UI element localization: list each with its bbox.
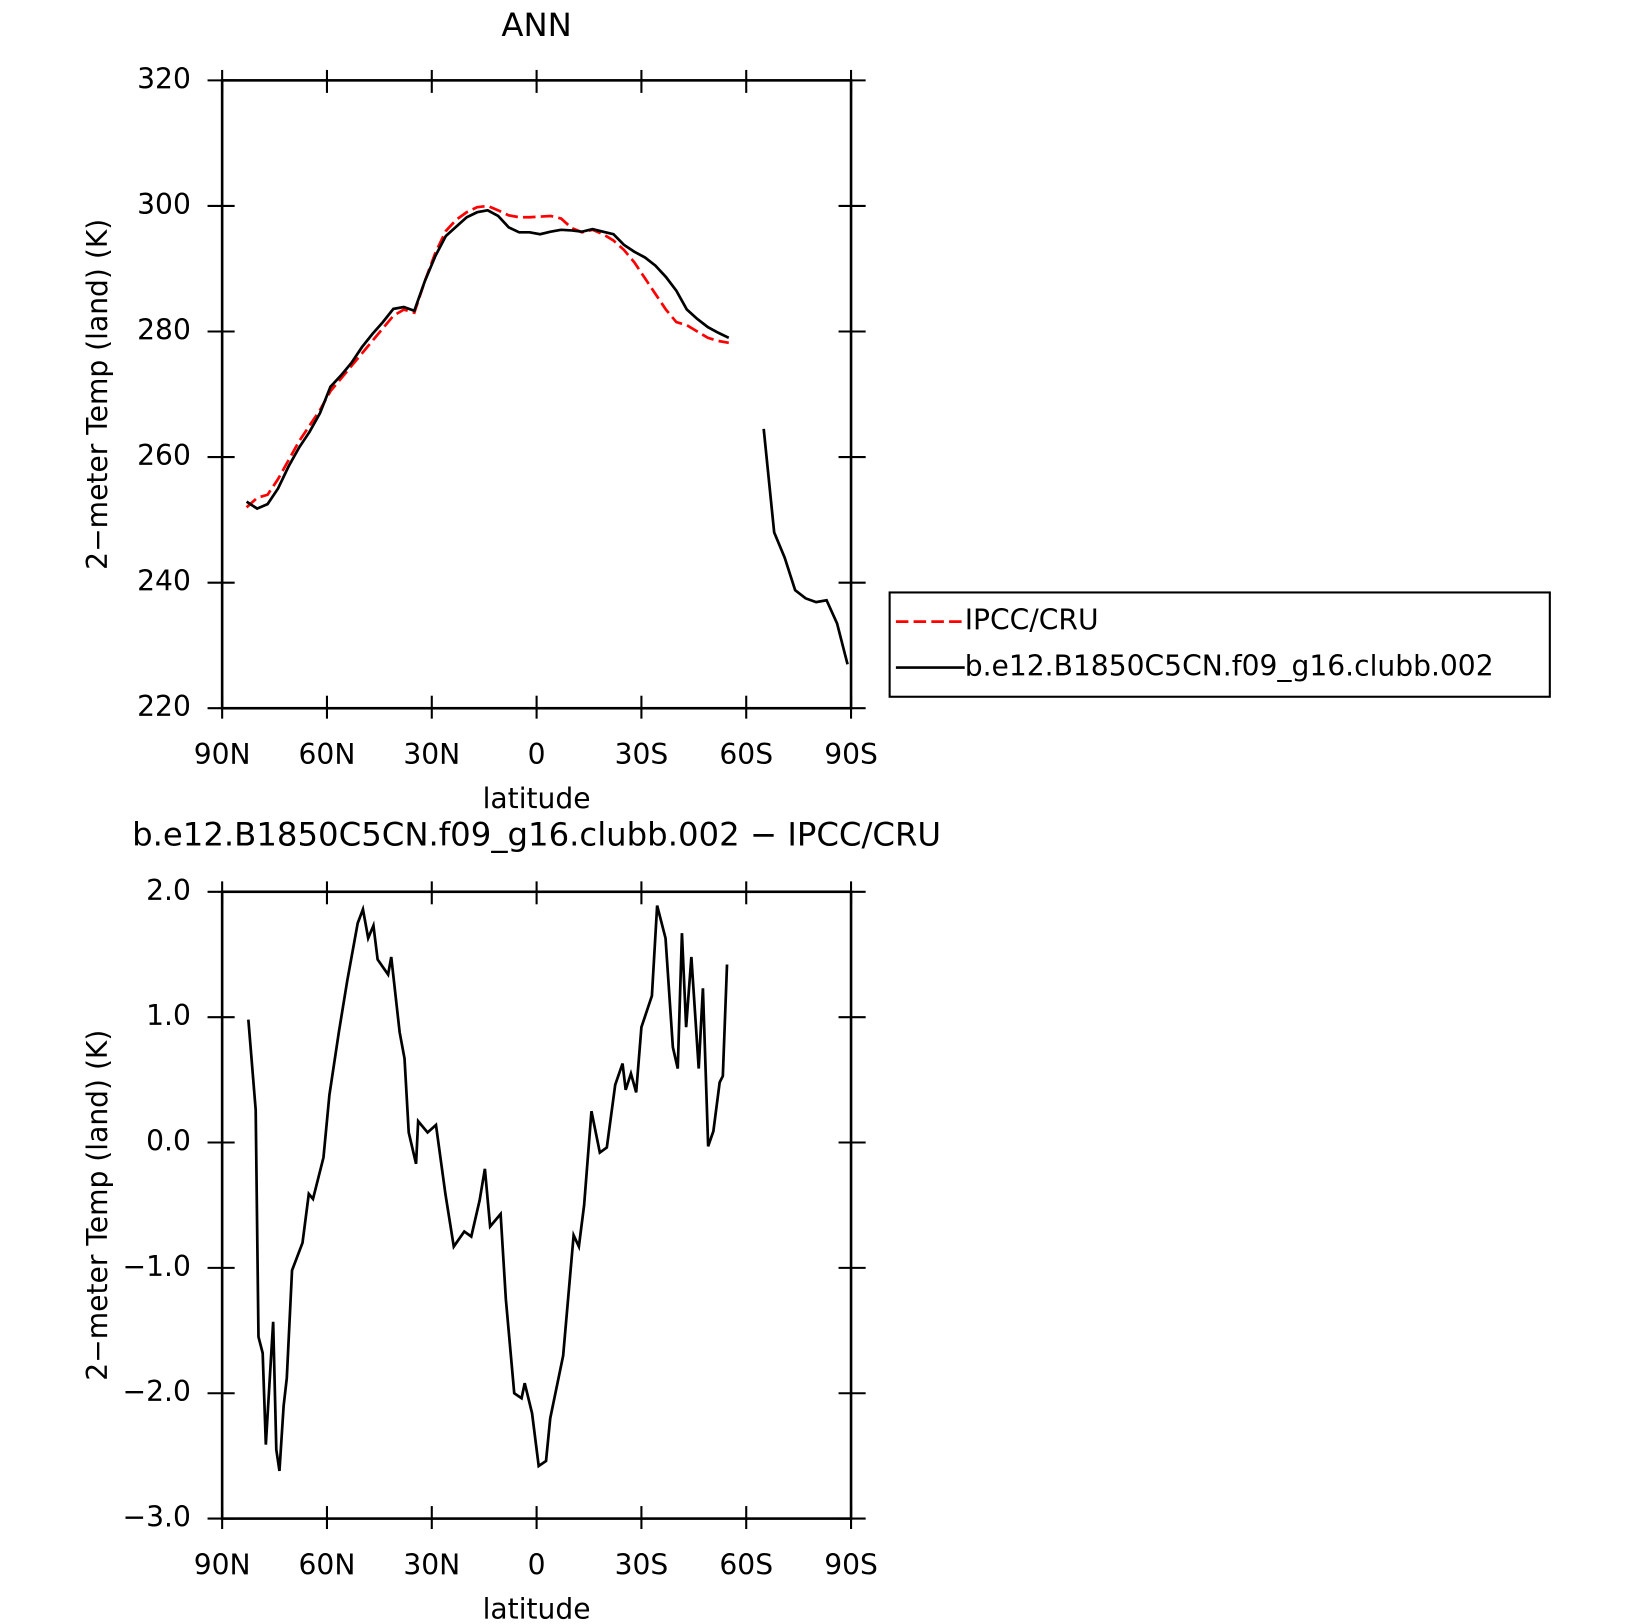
data-line [247,904,729,1472]
x-axis-label: latitude [483,1592,591,1624]
chart-title: ANN [501,6,571,44]
legend-box [888,591,1551,698]
y-tick-label: 280 [137,314,191,347]
x-tick-label: 60N [299,1549,356,1582]
data-line [245,204,730,509]
x-tick-label: 0 [528,738,546,771]
legend-label: IPCC/CRU [965,604,1099,637]
x-tick-label: 90N [194,1549,251,1582]
data-line [245,208,849,665]
x-tick-label: 30N [403,1549,460,1582]
x-tick-label: 90N [194,738,251,771]
x-tick-label: 30S [615,1549,669,1582]
y-tick-label: 1.0 [146,999,191,1032]
y-tick-label: −1.0 [123,1250,191,1283]
plot-frame [220,890,853,1520]
y-axis-label: 2−meter Temp (land) (K) [81,219,114,570]
y-tick-label: 2.0 [146,874,191,907]
y-tick-label: 240 [137,565,191,598]
legend: IPCC/CRU b.e12.B1850C5CN.f09_g16.clubb.00… [888,591,1551,698]
x-tick-label: 90S [824,738,878,771]
legend-label: b.e12.B1850C5CN.f09_g16.clubb.002 [965,650,1494,683]
x-axis-label: latitude [483,782,591,815]
x-tick-label: 60S [719,1549,773,1582]
y-tick-label: −2.0 [123,1375,191,1408]
y-axis-label: 2−meter Temp (land) (K) [81,1030,114,1381]
y-tick-label: −3.0 [123,1501,191,1534]
x-tick-label: 60S [719,738,773,771]
x-tick-label: 30N [403,738,460,771]
plot-frame [220,79,853,710]
y-tick-label: 220 [137,690,191,723]
y-tick-label: 300 [137,188,191,221]
x-tick-label: 90S [824,1549,878,1582]
x-tick-label: 60N [299,738,356,771]
y-tick-label: 260 [137,439,191,472]
y-tick-label: 320 [137,62,191,95]
chart-title: b.e12.B1850C5CN.f09_g16.clubb.002 − IPCC… [132,816,941,854]
y-tick-label: 0.0 [146,1125,191,1158]
x-tick-label: 30S [615,738,669,771]
x-tick-label: 0 [528,1549,546,1582]
